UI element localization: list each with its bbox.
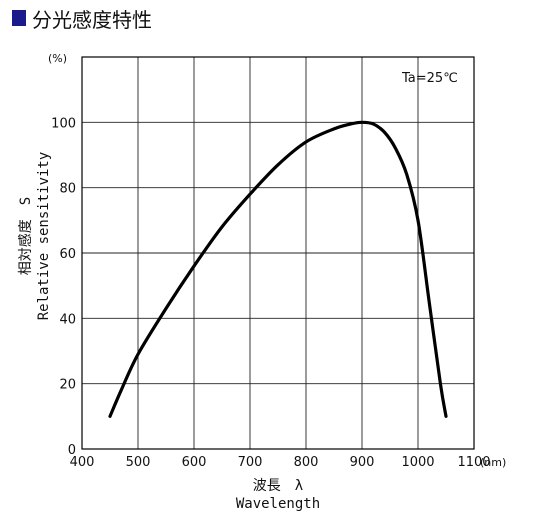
y-unit-label: (%) bbox=[48, 52, 67, 65]
x-tick-label: 700 bbox=[238, 455, 263, 470]
y-axis-title-en: Relative sensitivity bbox=[36, 152, 52, 321]
y-axis-title-jp: 相対感度 S bbox=[17, 197, 34, 275]
x-axis-title-en: Wavelength bbox=[236, 496, 320, 512]
y-tick-label: 60 bbox=[59, 247, 76, 262]
title-square-icon bbox=[12, 10, 26, 26]
y-tick-label: 20 bbox=[59, 378, 76, 393]
sensitivity-curve bbox=[108, 120, 448, 418]
y-tick-label: 0 bbox=[68, 443, 76, 458]
x-tick-label: 500 bbox=[126, 455, 151, 470]
x-tick-label: 900 bbox=[350, 455, 375, 470]
x-tick-label: 600 bbox=[182, 455, 207, 470]
y-tick-label: 100 bbox=[51, 116, 76, 131]
x-tick-label: 400 bbox=[70, 455, 95, 470]
y-tick-label: 80 bbox=[59, 182, 76, 197]
x-tick-label: 800 bbox=[294, 455, 319, 470]
temperature-annotation: Ta=25℃ bbox=[401, 71, 458, 86]
x-tick-label: 1100 bbox=[457, 455, 490, 470]
x-unit-label: (nm) bbox=[480, 456, 506, 469]
x-axis-title-jp: 波長 λ bbox=[253, 478, 303, 494]
y-tick-label: 40 bbox=[59, 312, 76, 327]
grid bbox=[81, 56, 475, 450]
y-tick-labels: 0 20 40 60 80 100 bbox=[51, 116, 76, 458]
plot-frame bbox=[81, 56, 475, 450]
x-tick-labels: 400 500 600 700 800 900 1000 1100 bbox=[70, 455, 491, 470]
x-tick-label: 1000 bbox=[401, 455, 434, 470]
chart-title: 分光感度特性 bbox=[12, 4, 152, 32]
chart-title-text: 分光感度特性 bbox=[32, 7, 152, 32]
